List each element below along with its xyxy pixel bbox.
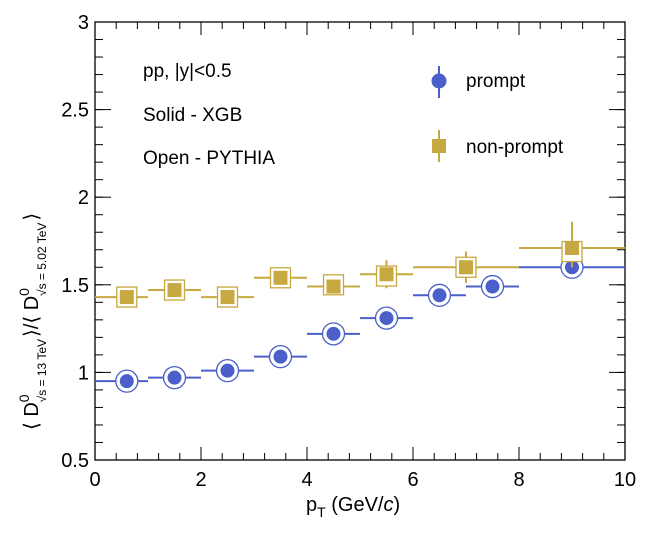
data-point-prompt xyxy=(360,306,413,330)
solid-marker-nonprompt xyxy=(273,270,288,285)
data-point-nonprompt xyxy=(413,251,519,284)
solid-marker-prompt xyxy=(431,287,448,304)
y-tick-label: 1.5 xyxy=(61,275,89,297)
x-axis-label: pT (GeV/c) xyxy=(306,494,400,520)
data-point-nonprompt xyxy=(148,279,201,301)
y-axis-label: ⟨ D0 √s = 13 TeV⟩/⟨ D0 √s = 5.02 TeV⟩ xyxy=(16,213,49,430)
solid-marker-prompt xyxy=(219,362,236,379)
y-tick-label: 0.5 xyxy=(61,450,89,472)
x-axis-label-italic: c xyxy=(383,494,393,516)
legend-prompt-dot xyxy=(431,73,447,89)
x-axis-label-rest: (GeV/ xyxy=(326,494,384,516)
x-tick-label: 10 xyxy=(614,469,636,491)
solid-marker-prompt xyxy=(166,369,183,386)
y-axis-label-sup2: 0 xyxy=(16,288,32,296)
solid-marker-prompt xyxy=(272,348,289,365)
data-point-prompt xyxy=(307,322,360,346)
solid-marker-nonprompt xyxy=(379,267,394,282)
x-tick-label: 2 xyxy=(195,469,206,491)
solid-marker-nonprompt xyxy=(167,283,182,298)
data-points xyxy=(95,221,625,393)
solid-marker-nonprompt xyxy=(326,279,341,294)
x-axis-label-close: ) xyxy=(393,494,400,516)
solid-marker-nonprompt xyxy=(459,260,473,275)
data-point-prompt xyxy=(466,274,519,299)
solid-marker-prompt xyxy=(325,325,342,342)
y-axis-label-close: ⟩ xyxy=(21,213,43,221)
x-axis-label-main: p xyxy=(306,494,317,516)
data-point-prompt xyxy=(148,366,201,390)
legend-label-prompt: prompt xyxy=(466,71,526,92)
x-tick-label: 8 xyxy=(513,469,524,491)
data-point-nonprompt xyxy=(254,267,307,289)
data-point-nonprompt xyxy=(360,260,413,289)
annotation-solid-markers: Solid - XGB xyxy=(143,105,242,126)
plot-border xyxy=(94,21,626,461)
x-axis-label-sub: T xyxy=(317,504,326,520)
data-point-prompt xyxy=(413,283,466,307)
y-tick-label: 2.5 xyxy=(61,100,89,122)
legend: prompt non-prompt xyxy=(431,66,564,162)
legend-marker-nonprompt xyxy=(432,130,446,162)
y-tick-label: 1 xyxy=(78,362,89,384)
annotation-collision-system: pp, |y|<0.5 xyxy=(143,61,232,82)
plot-frame xyxy=(94,21,626,461)
data-point-nonprompt xyxy=(519,221,625,268)
data-point-prompt xyxy=(254,344,307,369)
y-axis-label-sub2: √s = 5.02 TeV xyxy=(35,223,49,296)
legend-nonprompt-square xyxy=(432,139,446,153)
data-point-prompt xyxy=(95,369,148,393)
solid-marker-prompt xyxy=(118,373,135,390)
axis-ticks: 0 2 4 6 8 10 0.5 1 1.5 2 2.5 3 xyxy=(61,12,636,491)
y-axis-label-mid: ⟩/⟨ D xyxy=(21,296,43,337)
x-tick-label: 0 xyxy=(89,469,100,491)
y-axis-label-open: ⟨ D xyxy=(21,402,43,430)
solid-marker-nonprompt xyxy=(220,290,235,305)
solid-marker-prompt xyxy=(484,278,501,295)
data-point-prompt xyxy=(201,358,254,383)
x-tick-label: 6 xyxy=(407,469,418,491)
solid-marker-nonprompt xyxy=(565,241,579,256)
annotation-open-markers: Open - PYTHIA xyxy=(143,148,275,169)
data-point-nonprompt xyxy=(307,274,360,296)
legend-label-nonprompt: non-prompt xyxy=(466,137,564,158)
y-tick-label: 2 xyxy=(78,187,89,209)
data-point-nonprompt xyxy=(201,286,254,308)
x-tick-label: 4 xyxy=(301,469,312,491)
solid-marker-prompt xyxy=(378,310,395,327)
y-axis-label-sup1: 0 xyxy=(16,394,32,402)
y-axis-label-sub1: √s = 13 TeV xyxy=(35,339,49,402)
legend-marker-prompt xyxy=(431,66,447,98)
solid-marker-nonprompt xyxy=(119,290,134,305)
data-point-nonprompt xyxy=(95,286,148,308)
y-tick-label: 3 xyxy=(78,12,89,34)
